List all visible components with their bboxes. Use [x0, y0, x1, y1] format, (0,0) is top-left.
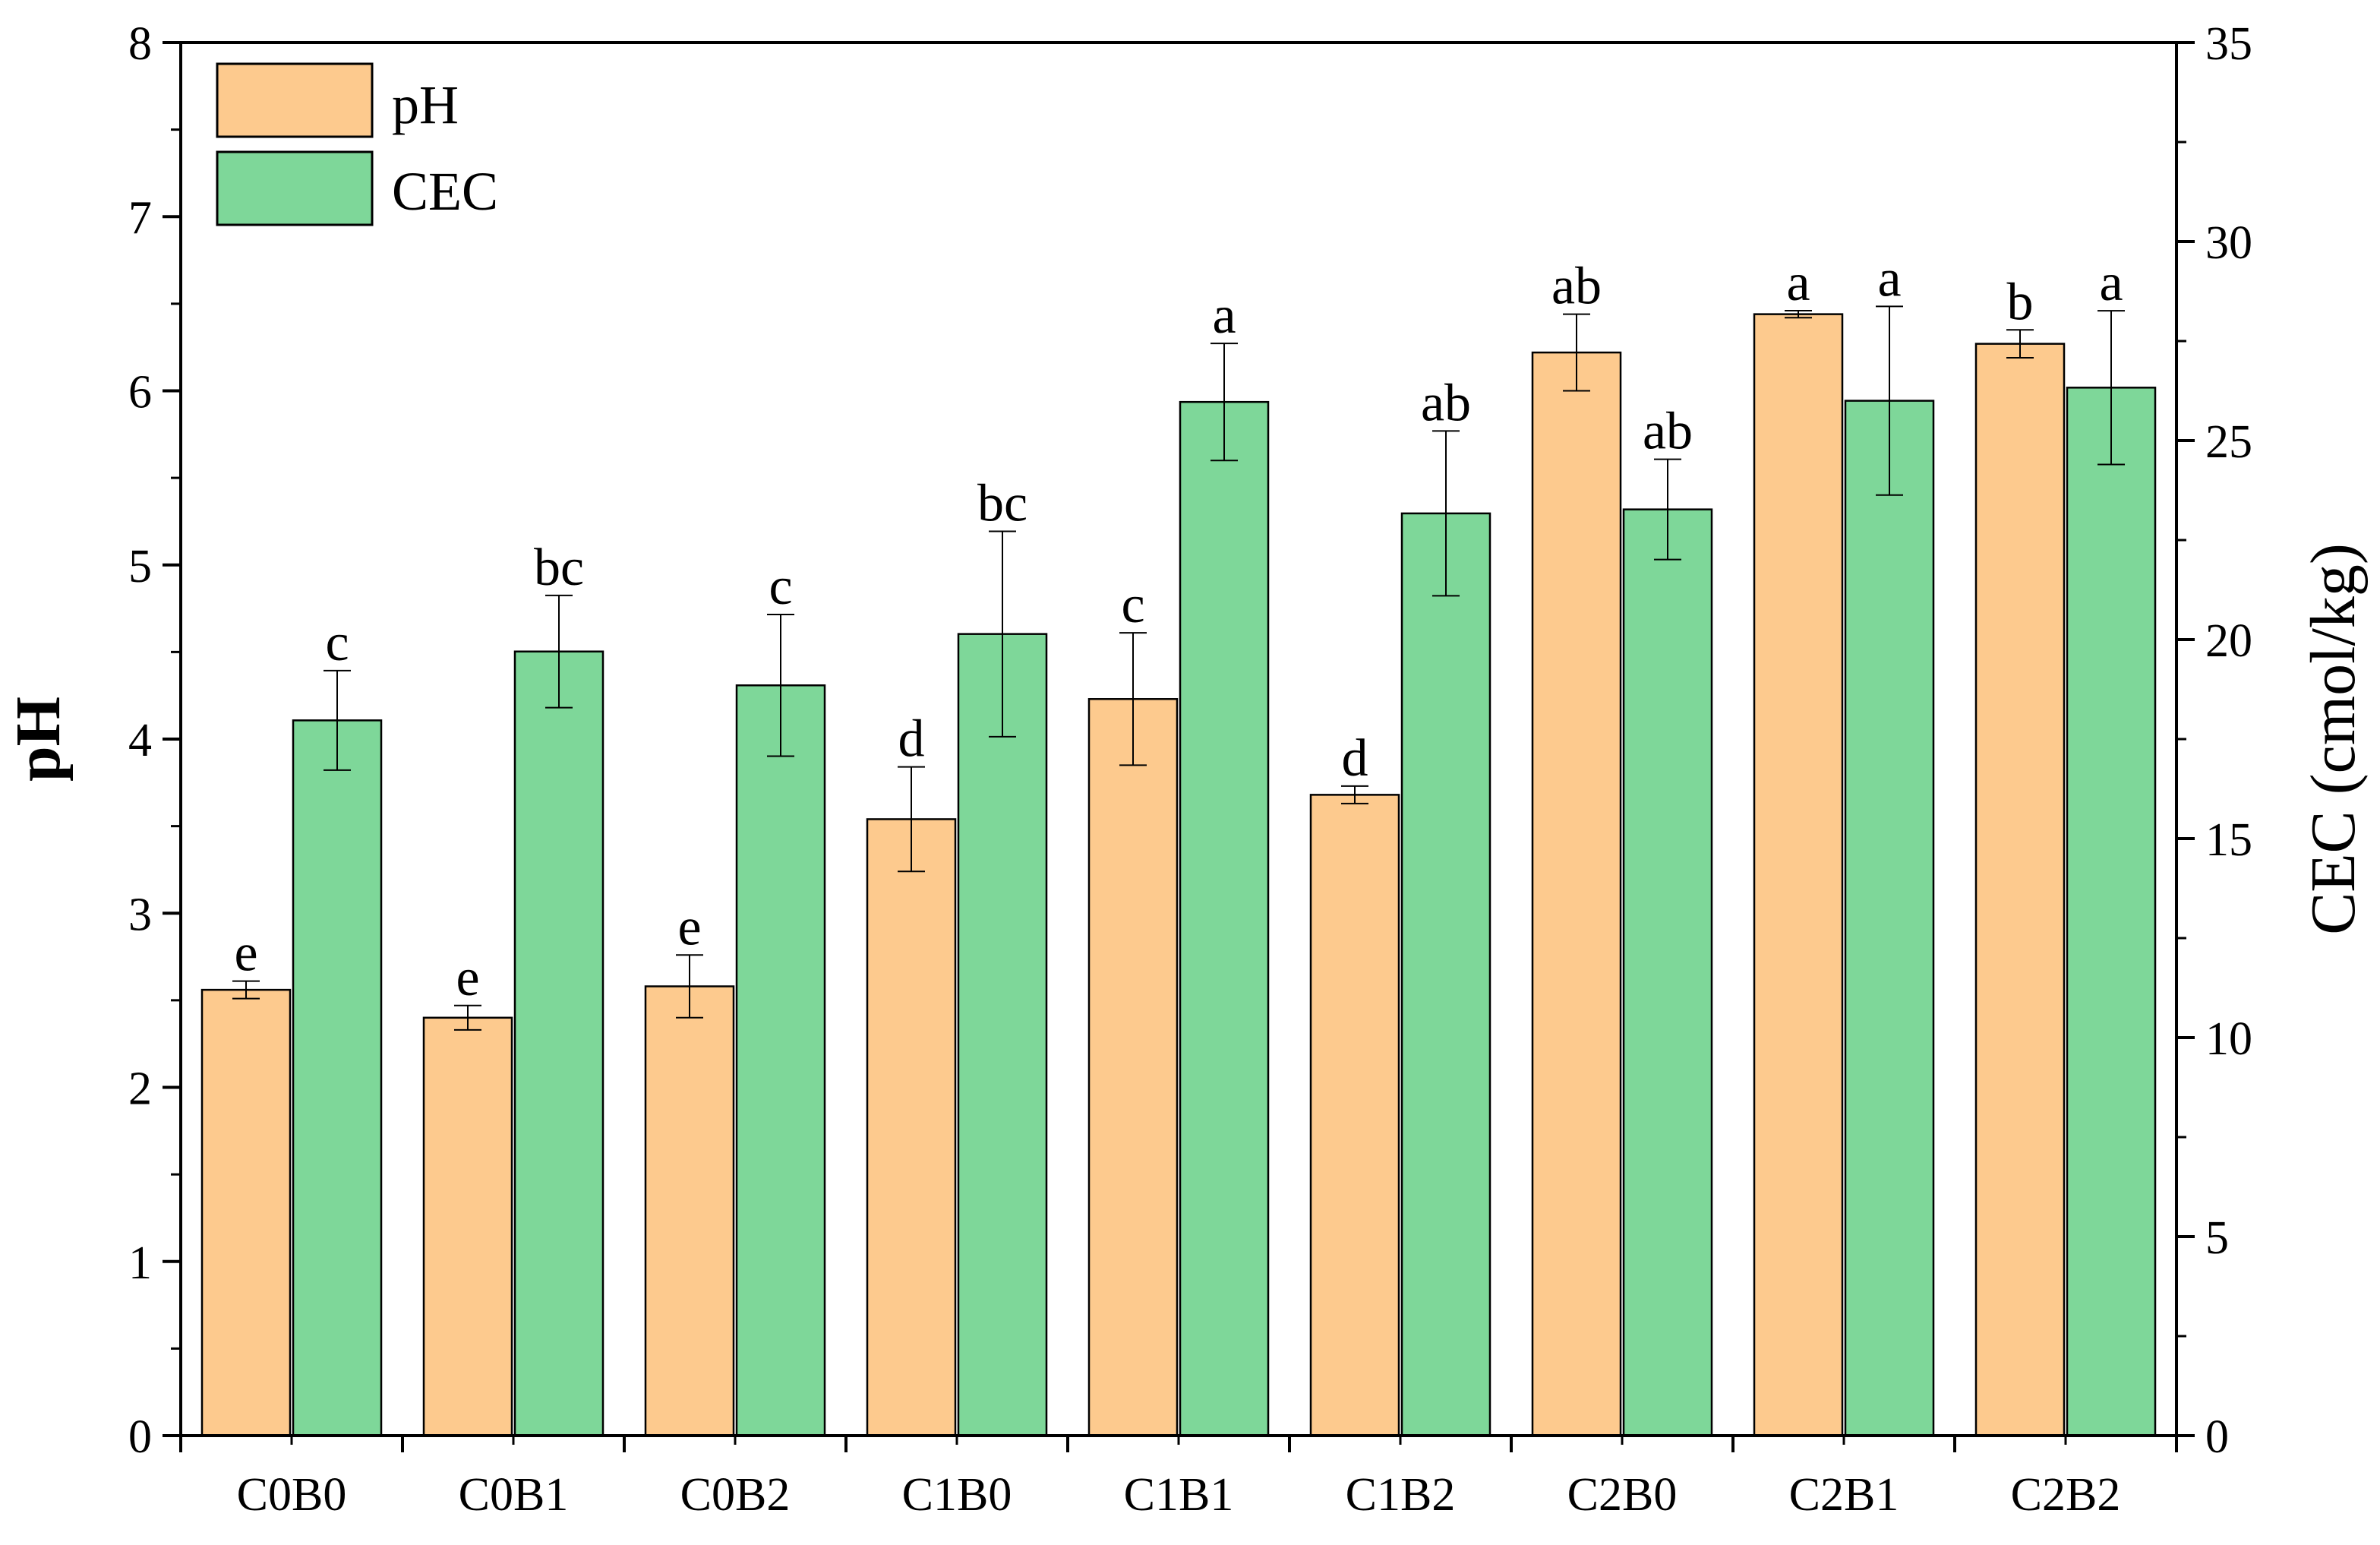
sig-label-ph-C2B1: a — [1786, 254, 1810, 312]
sig-label-cec-C1B0: bc — [977, 474, 1027, 532]
y-tick-label-left: 1 — [128, 1237, 152, 1289]
y-tick-label-right: 0 — [2205, 1411, 2229, 1463]
sig-label-cec-C2B1: a — [1877, 249, 1901, 308]
y-tick-label-left: 2 — [128, 1063, 152, 1115]
y-tick-label-left: 5 — [128, 541, 152, 592]
sig-label-cec-C1B2: ab — [1421, 374, 1471, 432]
bar-cec-C0B1 — [513, 650, 604, 1437]
y-tick-label-right: 15 — [2205, 814, 2252, 866]
bar-cec-C0B2 — [735, 684, 826, 1437]
y-tick-label-left: 7 — [128, 192, 152, 244]
sig-label-ph-C1B1: c — [1121, 576, 1144, 634]
bar-cec-C2B1 — [1844, 400, 1935, 1437]
y-tick-label-right: 10 — [2205, 1013, 2252, 1065]
bar-ph-C1B2 — [1309, 794, 1400, 1437]
bar-ph-C0B1 — [422, 1016, 513, 1437]
x-tick-label: C0B1 — [459, 1469, 569, 1521]
y-tick-label-left: 4 — [128, 715, 152, 766]
x-tick-label: C0B0 — [237, 1469, 347, 1521]
y-axis-title-left: pH — [3, 697, 74, 782]
sig-label-ph-C1B2: d — [1342, 729, 1368, 788]
sig-label-ph-C1B0: d — [898, 710, 925, 769]
bar-cec-C2B2 — [2066, 387, 2157, 1437]
x-tick-label: C1B1 — [1124, 1469, 1234, 1521]
bar-ph-C2B1 — [1753, 313, 1844, 1437]
sig-label-ph-C2B2: b — [2007, 273, 2034, 331]
y-tick-label-right: 25 — [2205, 416, 2252, 468]
bar-ph-C0B2 — [644, 985, 735, 1437]
x-tick-label: C1B2 — [1346, 1469, 1456, 1521]
legend-swatch-ph — [216, 62, 374, 138]
bar-cec-C1B1 — [1179, 400, 1270, 1437]
y-tick-label-left: 3 — [128, 889, 152, 940]
y-tick-label-left: 8 — [128, 18, 152, 70]
bar-ph-C2B0 — [1531, 351, 1622, 1437]
bar-ph-C1B0 — [866, 818, 957, 1437]
y-tick-label-left: 6 — [128, 367, 152, 419]
x-tick-label: C2B2 — [2011, 1469, 2121, 1521]
bar-ph-C0B0 — [200, 988, 292, 1437]
sig-label-cec-C2B0: ab — [1643, 403, 1693, 461]
sig-label-cec-C1B1: a — [1212, 286, 1236, 345]
y-tick-label-left: 0 — [128, 1411, 152, 1463]
bar-ph-C2B2 — [1974, 343, 2066, 1437]
sig-label-ph-C2B0: ab — [1551, 258, 1602, 316]
x-tick-label: C1B0 — [902, 1469, 1012, 1521]
y-tick-label-right: 20 — [2205, 615, 2252, 667]
bar-ph-C1B1 — [1087, 698, 1179, 1437]
x-tick-label: C2B0 — [1567, 1469, 1678, 1521]
sig-label-cec-C0B1: bc — [534, 539, 584, 597]
bar-cec-C0B0 — [292, 719, 383, 1437]
y-tick-label-right: 5 — [2205, 1212, 2229, 1264]
axes-layer: 0 1 2 3 4 5 6 7 8 0 5 10 15 20 25 30 35 C0B0 C0B1 C0B2 C1B0 C… — [3, 18, 2369, 1521]
sig-label-cec-C0B2: c — [769, 558, 792, 616]
y-axis-title-right: CEC (cmol/kg) — [2298, 543, 2369, 935]
sig-label-ph-C0B0: e — [234, 924, 257, 983]
sig-label-ph-C0B1: e — [456, 949, 479, 1007]
bar-cec-C1B0 — [957, 633, 1048, 1437]
sig-label-ph-C0B2: e — [677, 898, 701, 956]
y-tick-label-right: 30 — [2205, 217, 2252, 269]
legend-swatch-cec — [216, 150, 374, 226]
bars-layer — [200, 305, 2157, 1437]
sig-label-cec-C0B0: c — [325, 614, 349, 672]
x-tick-label: C2B1 — [1789, 1469, 1899, 1521]
sig-label-cec-C2B2: a — [2099, 254, 2123, 312]
legend-label-ph: pH — [392, 74, 459, 135]
x-tick-label: C0B2 — [680, 1469, 791, 1521]
legend: pH CEC — [216, 62, 498, 226]
legend-label-cec: CEC — [392, 161, 498, 222]
bar-cec-C1B2 — [1400, 512, 1491, 1437]
bar-cec-C2B0 — [1622, 508, 1713, 1437]
y-tick-label-right: 35 — [2205, 18, 2252, 70]
